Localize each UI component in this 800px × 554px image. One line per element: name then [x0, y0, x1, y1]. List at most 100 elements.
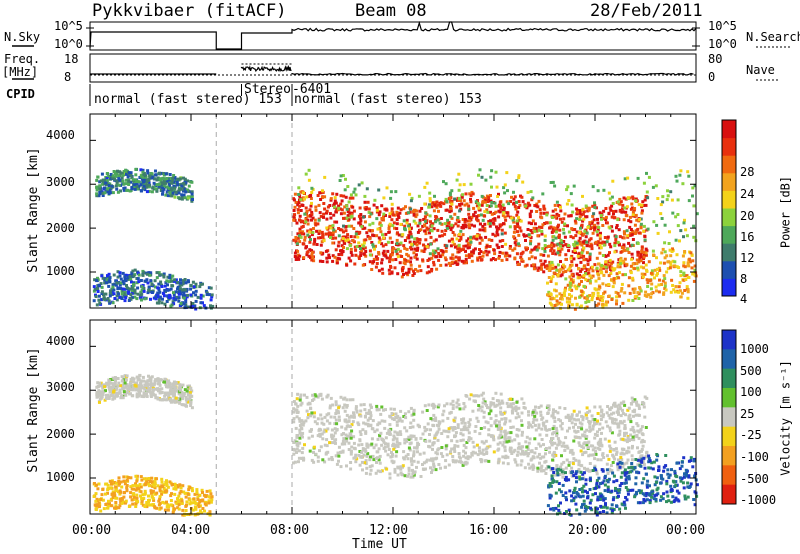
velocity-cell — [639, 454, 643, 458]
power-cell — [669, 263, 673, 267]
power-cell — [435, 267, 439, 271]
power-cell — [414, 253, 418, 257]
power-cell — [444, 263, 448, 267]
power-cell — [459, 199, 462, 203]
velocity-cell — [640, 448, 644, 451]
power-cell — [526, 228, 530, 231]
power-cell — [675, 253, 679, 257]
power-cell — [505, 211, 509, 215]
power-cell — [574, 221, 578, 225]
power-cell — [132, 282, 135, 286]
power-cell — [682, 273, 686, 277]
power-cell — [594, 279, 598, 283]
velocity-cell — [310, 434, 314, 438]
velocity-cell — [119, 490, 123, 494]
power-cell — [155, 183, 159, 187]
velocity-cell — [123, 391, 126, 395]
power-cell — [642, 251, 646, 254]
power-cell — [419, 269, 423, 273]
power-cell — [134, 167, 138, 171]
power-cell — [565, 202, 569, 206]
velocity-cell — [149, 480, 152, 484]
power-cell — [452, 242, 456, 246]
power-cell — [598, 211, 602, 215]
power-cell — [580, 223, 584, 227]
velocity-cell — [313, 411, 316, 415]
power-cell — [588, 252, 592, 256]
velocity-cell — [584, 468, 588, 472]
power-cell — [470, 250, 474, 254]
power-cell — [176, 287, 179, 291]
velocity-cell — [109, 497, 113, 501]
power-cell — [182, 182, 186, 185]
power-cell — [179, 281, 183, 285]
power-cell — [596, 270, 600, 274]
power-cell — [668, 266, 672, 270]
power-cell — [521, 180, 525, 184]
power-cell — [143, 297, 147, 301]
power-cell — [471, 251, 475, 255]
velocity-cell — [364, 462, 368, 466]
velocity-cell — [347, 419, 351, 423]
power-cell — [563, 235, 567, 239]
power-cell — [144, 175, 148, 179]
velocity-cell — [207, 501, 211, 505]
power-cell — [509, 200, 513, 203]
power-cell — [332, 213, 336, 217]
power-cell — [125, 286, 129, 290]
power-cell — [361, 263, 365, 267]
velocity-cell — [112, 385, 116, 389]
velocity-cell — [301, 423, 305, 427]
power-cell — [582, 258, 586, 262]
power-cell — [558, 253, 562, 257]
power-cell — [622, 243, 626, 247]
power-cell — [607, 191, 611, 195]
velocity-cell — [147, 500, 150, 504]
power-cell — [679, 169, 683, 173]
velocity-cell — [111, 387, 115, 391]
power-cell — [484, 249, 488, 253]
velocity-cell — [191, 508, 195, 512]
power-cell — [511, 248, 515, 252]
power-cell — [639, 255, 643, 259]
power-cell — [554, 289, 558, 293]
power-cell — [540, 263, 544, 267]
power-cell — [369, 229, 373, 233]
velocity-cell — [128, 392, 132, 396]
velocity-cell — [182, 403, 186, 407]
velocity-cell — [412, 450, 416, 454]
power-cell — [406, 254, 410, 258]
velocity-cell — [469, 437, 473, 441]
power-cell — [580, 243, 584, 247]
velocity-cell — [489, 409, 493, 413]
power-cell — [558, 242, 562, 246]
power-cell — [409, 263, 413, 267]
power-cell — [337, 240, 341, 244]
power-cell — [407, 211, 410, 215]
power-cell — [158, 290, 162, 294]
power-cell — [337, 234, 341, 238]
velocity-cell — [555, 464, 559, 468]
velocity-cell — [441, 413, 445, 417]
velocity-cell — [197, 505, 201, 509]
velocity-cell — [142, 477, 146, 481]
power-cell — [556, 242, 560, 246]
velocity-cell — [158, 488, 162, 492]
velocity-cell — [361, 448, 365, 452]
velocity-cell — [441, 419, 445, 423]
power-cell — [154, 173, 158, 177]
power-cell — [387, 227, 391, 230]
power-cell — [443, 222, 447, 226]
power-cell — [677, 285, 681, 289]
power-cell — [620, 287, 624, 290]
power-cell — [542, 262, 546, 266]
velocity-cell — [198, 493, 202, 497]
power-cell — [593, 226, 597, 230]
power-cell — [555, 268, 559, 272]
velocity-cell — [419, 436, 423, 440]
velocity-cell — [324, 429, 328, 433]
velocity-cell — [467, 425, 471, 429]
power-cell — [465, 202, 469, 206]
velocity-cell — [382, 408, 385, 412]
velocity-cell — [126, 476, 130, 479]
